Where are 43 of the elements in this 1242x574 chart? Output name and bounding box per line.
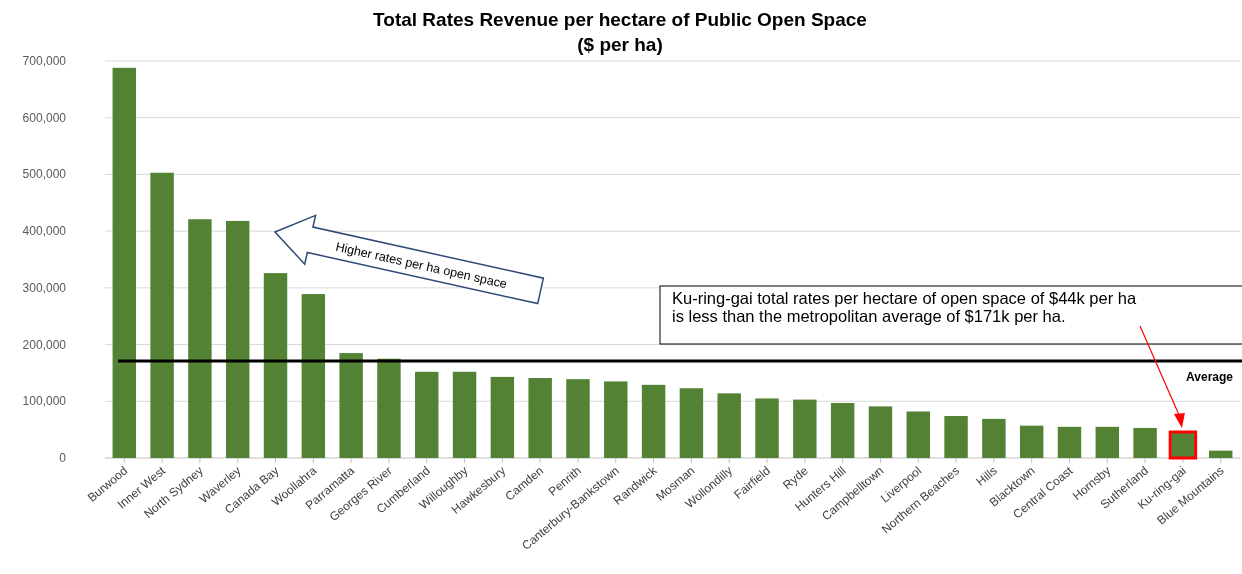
y-tick-label: 300,000 (22, 280, 67, 295)
bar (528, 378, 552, 458)
bar (830, 402, 855, 458)
bar (1209, 450, 1233, 458)
bar (1019, 425, 1044, 458)
bar (301, 294, 326, 458)
bar (982, 418, 1006, 458)
bar (377, 358, 401, 458)
bar (906, 411, 930, 458)
bar (415, 371, 439, 458)
bar (755, 398, 779, 458)
y-tick-label: 0 (59, 451, 67, 465)
arrow-shape: Higher rates per ha open space (273, 214, 545, 305)
bar (717, 393, 741, 458)
bar (188, 219, 212, 458)
y-tick-label: 500,000 (22, 167, 67, 182)
bar (1095, 426, 1120, 458)
bar (604, 381, 628, 458)
annotation: Ku-ring-gai total rates per hectare of open space of $44k per ha is less than the metropolitan average of $171k per ha. (672, 289, 1137, 325)
chart-title: Total Rates Revenue per hectare of Public Open Space (373, 9, 867, 30)
bar (339, 353, 363, 458)
bar (641, 384, 666, 458)
bar (868, 406, 893, 458)
bar (1133, 427, 1157, 458)
bar (1057, 426, 1082, 458)
y-tick-label: 600,000 (22, 110, 67, 125)
y-tick-label: 700,000 (22, 54, 67, 68)
bar (225, 220, 250, 458)
bar (263, 273, 288, 458)
bar (112, 67, 136, 458)
bar (452, 371, 477, 458)
ref-line-label: Average (1186, 370, 1234, 385)
y-tick-label: 200,000 (22, 337, 67, 352)
annotation: Higher rates per ha open space (334, 239, 509, 292)
y-tick-label: 400,000 (22, 224, 67, 239)
bar (679, 388, 704, 458)
bar (793, 399, 817, 458)
bar (150, 172, 174, 458)
bar (944, 416, 968, 458)
y-tick-label: 100,000 (22, 394, 67, 409)
chart-subtitle: ($ per ha) (577, 34, 663, 55)
bar (566, 379, 590, 458)
bar (490, 376, 515, 458)
